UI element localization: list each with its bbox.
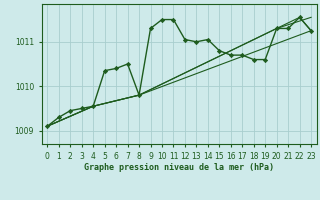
X-axis label: Graphe pression niveau de la mer (hPa): Graphe pression niveau de la mer (hPa) [84, 163, 274, 172]
